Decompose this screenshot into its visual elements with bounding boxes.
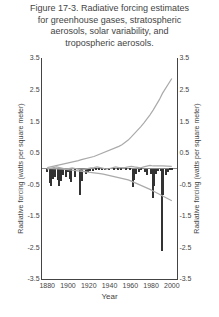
svg-text:3.5: 3.5 bbox=[179, 54, 189, 61]
svg-text:2.5: 2.5 bbox=[179, 86, 189, 93]
svg-text:1920: 1920 bbox=[81, 282, 97, 289]
svg-text:1900: 1900 bbox=[60, 282, 76, 289]
svg-text:-2.5: -2.5 bbox=[28, 244, 40, 251]
svg-text:3.5: 3.5 bbox=[30, 54, 40, 61]
svg-text:-3.5: -3.5 bbox=[28, 275, 40, 282]
svg-text:Figure 17-3. Radiative forcing: Figure 17-3. Radiative forcing estimates… bbox=[30, 3, 190, 48]
svg-text:-1.5: -1.5 bbox=[179, 212, 191, 219]
svg-text:1880: 1880 bbox=[39, 282, 55, 289]
svg-text:1.5: 1.5 bbox=[179, 118, 189, 125]
svg-text:-3.5: -3.5 bbox=[179, 275, 191, 282]
svg-text:Radiative forcing (watts per s: Radiative forcing (watts per square mete… bbox=[17, 103, 25, 233]
svg-text:-2.5: -2.5 bbox=[179, 244, 191, 251]
svg-text:1.5: 1.5 bbox=[30, 118, 40, 125]
svg-text:0.5: 0.5 bbox=[30, 149, 40, 156]
svg-text:Year: Year bbox=[101, 292, 118, 301]
svg-text:0.5: 0.5 bbox=[179, 149, 189, 156]
svg-text:1940: 1940 bbox=[102, 282, 118, 289]
svg-text:1980: 1980 bbox=[143, 282, 159, 289]
svg-text:1960: 1960 bbox=[122, 282, 138, 289]
svg-text:2000: 2000 bbox=[164, 282, 180, 289]
svg-text:-0.5: -0.5 bbox=[28, 181, 40, 188]
svg-text:2.5: 2.5 bbox=[30, 86, 40, 93]
svg-text:Radiative forcing (watts per s: Radiative forcing (watts per square mete… bbox=[193, 103, 201, 233]
svg-text:-0.5: -0.5 bbox=[179, 181, 191, 188]
svg-text:-1.5: -1.5 bbox=[28, 212, 40, 219]
